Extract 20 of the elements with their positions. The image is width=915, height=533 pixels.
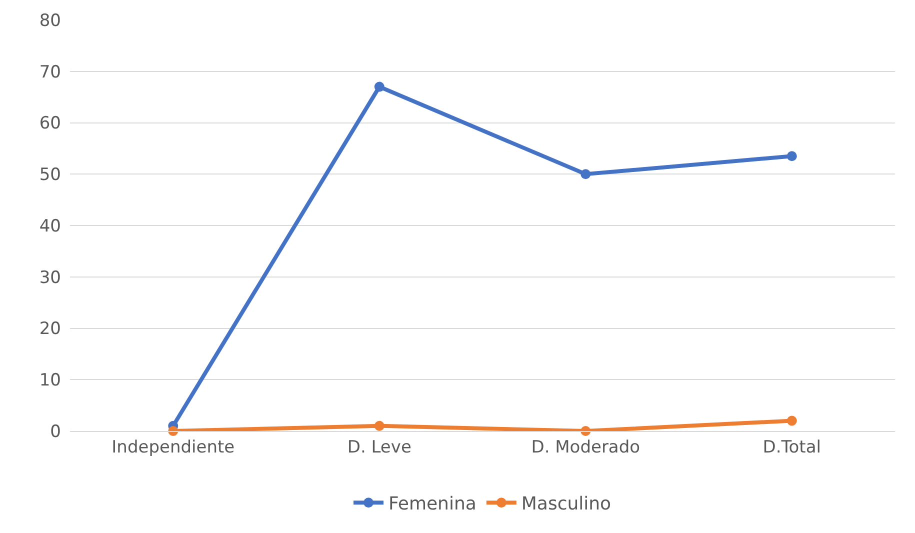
x-tick-label: D. Leve bbox=[347, 437, 412, 458]
y-tick-label: 80 bbox=[39, 10, 61, 31]
point bbox=[374, 420, 384, 431]
y-tick-label: 70 bbox=[39, 62, 61, 82]
y-tick-label: 60 bbox=[39, 114, 61, 134]
x-tick-label: D. Moderado bbox=[531, 437, 640, 458]
x-tick-label: Independiente bbox=[112, 437, 235, 458]
y-tick-label: 40 bbox=[39, 216, 61, 236]
y-tick-label: 30 bbox=[39, 268, 61, 288]
legend-label: Masculino bbox=[521, 494, 612, 515]
x-tick-label: D.Total bbox=[762, 437, 821, 458]
y-tick-label: 10 bbox=[39, 370, 61, 391]
y-tick-label: 0 bbox=[50, 422, 61, 442]
point bbox=[580, 169, 591, 180]
legend-label: Femenina bbox=[388, 494, 476, 515]
y-tick-label: 50 bbox=[39, 165, 61, 186]
point bbox=[786, 151, 797, 162]
point bbox=[374, 82, 384, 92]
y-tick-label: 20 bbox=[39, 319, 61, 340]
point bbox=[786, 416, 797, 426]
